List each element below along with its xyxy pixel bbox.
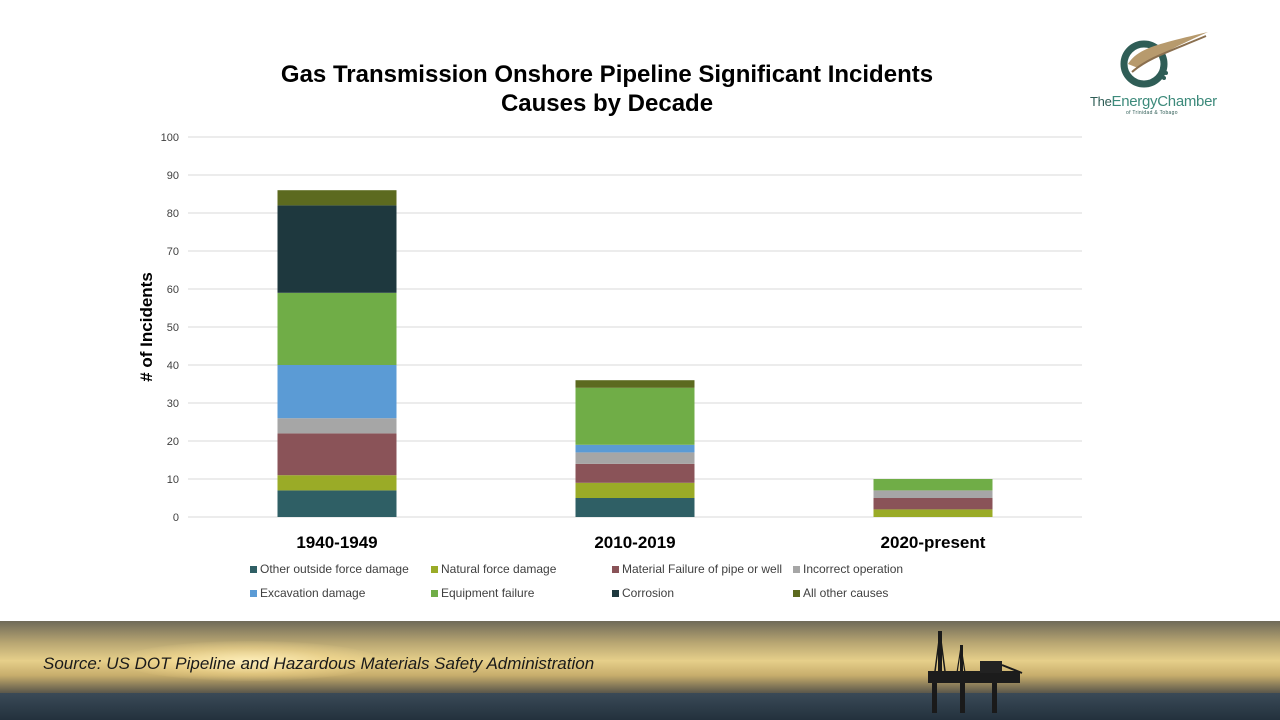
bar-segment [575,452,695,464]
chart-title-line-2: Causes by Decade [500,90,714,117]
bars [277,190,993,517]
energy-chamber-logo [1120,32,1208,88]
legend-label: Corrosion [622,586,675,600]
y-tick-label: 90 [167,170,179,182]
sea [0,693,1280,720]
source-note: Source: US DOT Pipeline and Hazardous Ma… [43,654,595,673]
legend-label: Material Failure of pipe or well [622,562,783,576]
legend-swatch [250,565,257,573]
bar-segment [277,490,397,517]
sun-glow [120,641,380,681]
legend-label: Natural force damage [441,562,557,576]
bar-segment [277,433,397,476]
x-tick-label: 2010-2019 [594,533,675,552]
legend: Other outside force damage Natural force … [250,562,950,600]
bar-segment [277,365,397,419]
legend-swatch [612,565,619,573]
bar-segment [277,292,397,365]
bar-segment [873,509,993,517]
bar-segment [277,418,397,434]
chart-title: Gas Transmission Onshore Pipeline Signif… [157,60,1057,118]
legend-swatch [612,589,619,597]
x-tick-label: 1940-1949 [296,533,377,552]
y-tick-label: 0 [173,512,179,524]
bar-segment [575,380,695,388]
legend-item: Other outside force damage [250,562,431,576]
y-axis-label: # of Incidents [137,272,156,382]
legend-label: Other outside force damage [260,562,409,576]
legend-item: Material Failure of pipe or well [612,562,793,576]
legend-swatch [250,589,257,597]
y-tick-label: 80 [167,208,179,220]
bar-segment [873,490,993,498]
y-tick-label: 60 [167,284,179,296]
logo-wordmark: TheEnergyChamber [1090,93,1230,110]
bar-segment [575,463,695,483]
legend-item: Natural force damage [431,562,612,576]
chart-title-line-1: Gas Transmission Onshore Pipeline Signif… [280,61,934,88]
stacked-bar-chart: 0 10 20 30 40 50 60 70 80 90 100 1940-1949 2010-201… [137,132,1082,552]
legend-swatch [793,565,800,573]
legend-item: Corrosion [612,586,793,600]
bar-segment [575,387,695,445]
x-tick-label: 2020-present [881,533,986,552]
y-tick-label: 40 [167,360,179,372]
legend-label: Incorrect operation [803,562,904,576]
logo-subtitle: of Trinidad & Tobago [1126,110,1178,116]
legend-item: Equipment failure [431,586,612,600]
legend-label: Equipment failure [441,586,535,600]
legend-swatch [431,565,438,573]
bar-segment [277,475,397,491]
legend-swatch [431,589,438,597]
oil-rig-icon [928,631,1023,713]
y-tick-label: 50 [167,322,179,334]
legend-swatch [793,589,800,597]
logo-wordmark-prefix: The [1090,94,1112,109]
y-tick-label: 20 [167,436,179,448]
ocean-sunset-banner [0,621,1280,720]
y-tick-labels: 0 10 20 30 40 50 60 70 80 90 100 [161,132,179,524]
bar-segment [575,498,695,517]
bar-segment [277,205,397,293]
bar-segment [575,444,695,453]
bar-segment [873,498,993,510]
legend-item: Excavation damage [250,586,431,600]
legend-label: Excavation damage [260,586,366,600]
bar-segment [277,190,397,206]
y-tick-label: 100 [161,132,179,144]
x-tick-labels: 1940-1949 2010-2019 2020-present [296,533,985,552]
bar-segment [873,479,993,491]
legend-label: All other causes [803,586,889,600]
legend-item: Incorrect operation [793,562,933,576]
y-tick-label: 10 [167,474,179,486]
bar-segment [575,482,695,498]
y-tick-label: 70 [167,246,179,258]
logo-wordmark-main: EnergyChamber [1111,93,1218,110]
y-tick-label: 30 [167,398,179,410]
legend-item: All other causes [793,586,933,600]
